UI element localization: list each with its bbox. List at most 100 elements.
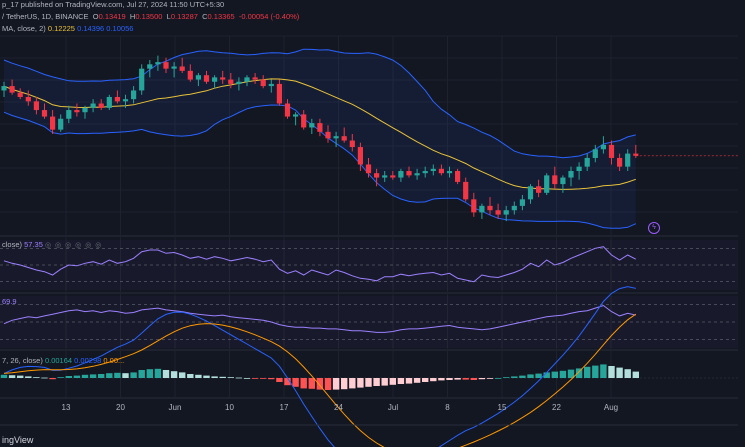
macd-histogram-bar: [357, 378, 364, 388]
candle-body: [349, 140, 355, 148]
macd-histogram-bar: [98, 374, 105, 378]
macd-histogram-bar: [519, 375, 526, 378]
macd-histogram-bar: [65, 376, 72, 378]
macd-histogram-bar: [389, 378, 396, 385]
candle-body: [600, 144, 606, 150]
macd-histogram-bar: [503, 377, 510, 378]
high-label: H: [129, 12, 136, 21]
candle-body: [98, 103, 104, 108]
change-value: -0.00054 (-0.40%): [238, 12, 300, 21]
macd-histogram-bar: [41, 377, 48, 379]
macd-histogram-bar: [73, 375, 81, 378]
bb-legend[interactable]: MA, close, 2) 0.12225 0.14396 0.10056: [2, 24, 133, 34]
macd-histogram-bar: [535, 373, 542, 378]
macd-histogram-bar: [600, 364, 607, 378]
candle-body: [527, 186, 534, 200]
macd-signal-line: [3, 313, 637, 447]
published-line: p_17 published on TradingView.com, Jul 2…: [2, 0, 225, 9]
candle-body: [374, 173, 380, 178]
macd-line: [3, 286, 636, 447]
macd-histogram-bar: [211, 376, 218, 378]
candle-body: [139, 68, 145, 91]
candle-body: [58, 118, 64, 130]
close-label: C: [202, 12, 208, 21]
macd-histogram-bar: [365, 378, 372, 387]
macd-histogram-bar: [413, 378, 421, 383]
candle-body: [438, 168, 444, 174]
x-axis-tick-label: Aug: [604, 403, 618, 412]
candle-body: [325, 131, 331, 139]
macd-histogram-bar: [608, 366, 615, 378]
lightning-icon[interactable]: ϟ: [648, 222, 660, 234]
candle-body: [268, 83, 274, 87]
candle-body: [244, 77, 250, 82]
macd-histogram-bar: [203, 375, 210, 378]
macd-histogram-bar: [251, 378, 259, 379]
open-label: O: [92, 12, 99, 21]
macd-histogram-bar: [276, 378, 283, 382]
candle-body: [1, 86, 7, 91]
candle-body: [446, 171, 453, 174]
macd-histogram-bar: [114, 372, 121, 378]
macd-histogram-bar: [438, 378, 445, 381]
macd-histogram-bar: [373, 378, 380, 386]
candle-body: [284, 103, 291, 117]
macd-histogram-bar: [470, 378, 477, 380]
candle-body: [90, 103, 96, 108]
candle-body: [625, 153, 631, 167]
macd-legend[interactable]: 7, 26, close) 0.00164 0.00298 0.00...: [2, 356, 124, 366]
macd-histogram-bar: [624, 369, 631, 378]
x-axis-tick-label: 8: [445, 403, 450, 412]
macd-histogram-bar: [130, 372, 137, 378]
osc-legend[interactable]: 69.9: [2, 297, 17, 307]
x-axis-tick-label: 17: [280, 403, 289, 412]
candle-body: [479, 205, 485, 213]
macd-histogram-bar: [430, 378, 437, 382]
bb-label: MA, close, 2): [2, 24, 46, 33]
candle-body: [33, 101, 39, 111]
candle-body: [220, 77, 226, 80]
macd-histogram-bar: [17, 375, 24, 378]
candle-body: [422, 171, 428, 174]
macd-histogram-bar: [146, 369, 153, 378]
macd-histogram-bar: [422, 378, 429, 382]
candle-body: [50, 116, 56, 130]
macd-histogram-bar: [122, 373, 129, 378]
candle-body: [212, 77, 218, 82]
bb-basis-value: 0.12225: [47, 24, 75, 33]
candle-body: [552, 175, 558, 185]
candle-body: [276, 83, 282, 104]
x-axis-tick-label: Jul: [388, 403, 398, 412]
candle-body: [293, 114, 299, 117]
osc-value: 69.9: [2, 297, 17, 306]
macd-histogram-bar: [341, 378, 348, 390]
macd-histogram-bar: [632, 371, 639, 378]
candle-body: [155, 62, 161, 65]
macd-histogram-bar: [227, 377, 234, 378]
candle-body: [252, 77, 258, 80]
macd-histogram-bar: [235, 377, 243, 379]
macd-histogram-bar: [543, 372, 550, 378]
macd-histogram-bar: [284, 378, 291, 386]
macd-histogram-bar: [89, 374, 97, 378]
candle-body: [390, 175, 396, 178]
candle-body: [106, 96, 112, 108]
rsi-legend[interactable]: close) 57.35 ◎ ◎ ◎ ◎ ◎ ◎: [2, 240, 102, 251]
macd-histogram-bar: [8, 375, 16, 378]
candle-body: [357, 147, 363, 165]
macd-histogram-bar: [292, 378, 299, 387]
macd-histogram-bar: [381, 378, 388, 386]
macd-histogram-bar: [179, 372, 186, 378]
macd-histogram-bar: [584, 366, 591, 378]
macd-histogram-bar: [462, 378, 469, 380]
candle-body: [576, 166, 582, 172]
macd-histogram-bar: [49, 378, 56, 380]
candle-body: [9, 86, 15, 93]
candle-body: [260, 79, 266, 87]
candle-body: [74, 110, 80, 113]
macd-histogram-bar: [308, 378, 315, 389]
macd-histogram-bar: [454, 378, 461, 380]
macd-histogram-bar: [154, 368, 162, 378]
macd-histogram-bar: [268, 378, 275, 380]
